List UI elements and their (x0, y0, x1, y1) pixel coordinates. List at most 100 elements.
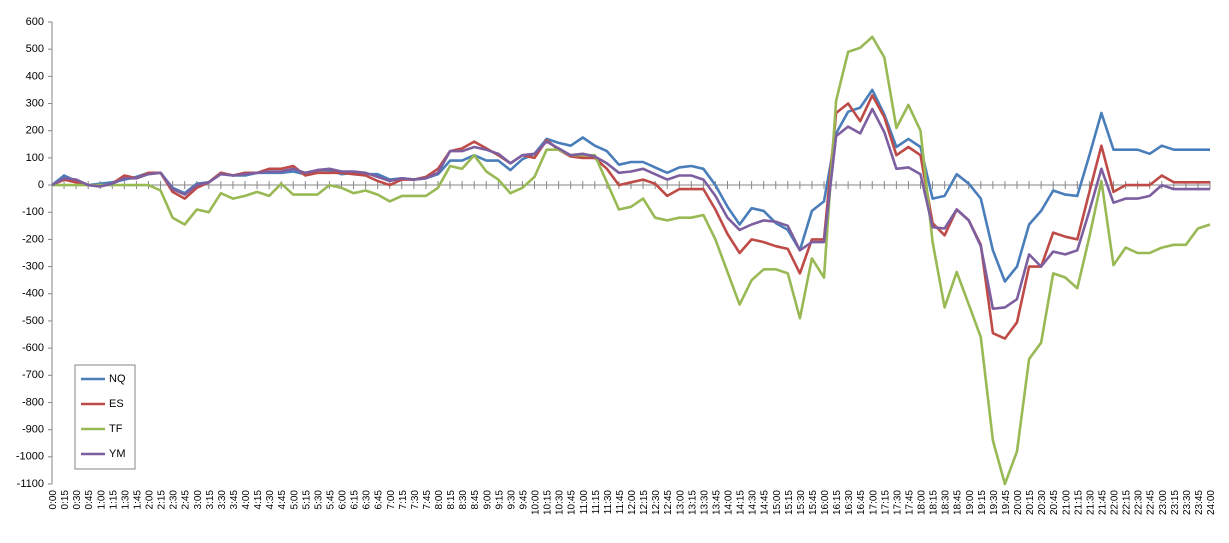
x-tick-label: 9:30 (506, 490, 517, 510)
x-tick-label: 15:30 (796, 490, 807, 515)
x-tick-label: 18:00 (917, 490, 928, 515)
y-tick-label: -300 (22, 260, 44, 272)
x-tick-label: 7:15 (398, 490, 409, 510)
legend-label: NQ (109, 373, 126, 385)
x-tick-label: 2:45 (181, 490, 192, 510)
x-tick-label: 0:15 (60, 490, 71, 510)
x-tick-label: 20:00 (1013, 490, 1024, 515)
x-tick-label: 7:45 (422, 490, 433, 510)
x-tick-label: 7:00 (386, 490, 397, 510)
x-tick-label: 11:00 (579, 490, 590, 515)
x-tick-label: 20:15 (1025, 490, 1036, 515)
legend-label: ES (109, 398, 124, 410)
x-tick-label: 4:30 (265, 490, 276, 510)
x-tick-label: 0:00 (48, 490, 59, 510)
x-tick-label: 9:45 (518, 490, 529, 510)
x-tick-label: 16:45 (856, 490, 867, 515)
x-tick-label: 23:00 (1158, 490, 1169, 515)
x-tick-label: 8:45 (470, 490, 481, 510)
y-tick-label: 200 (26, 125, 44, 137)
x-tick-label: 0:30 (72, 490, 83, 510)
x-tick-label: 5:45 (325, 490, 336, 510)
x-tick-label: 23:45 (1194, 490, 1205, 515)
x-tick-label: 13:45 (711, 490, 722, 515)
y-tick-label: -100 (22, 206, 44, 218)
y-tick-label: 400 (26, 70, 44, 82)
x-tick-label: 9:15 (494, 490, 505, 510)
x-tick-label: 8:30 (458, 490, 469, 510)
series-line (51, 107, 1210, 310)
x-tick-label: 24:00 (1206, 490, 1217, 515)
x-tick-label: 3:00 (193, 490, 204, 510)
x-tick-label: 18:30 (941, 490, 952, 515)
y-tick-label: -900 (22, 424, 44, 436)
x-tick-label: 11:45 (615, 490, 626, 515)
x-tick-label: 10:00 (531, 490, 542, 515)
x-tick-label: 5:15 (301, 490, 312, 510)
x-tick-label: 19:15 (977, 490, 988, 515)
x-tick-label: 23:15 (1170, 490, 1181, 515)
x-tick-label: 17:30 (892, 490, 903, 515)
y-tick-label: -700 (22, 369, 44, 381)
y-tick-label: -800 (22, 396, 44, 408)
x-tick-label: 19:45 (1001, 490, 1012, 515)
x-tick-label: 16:15 (832, 490, 843, 515)
x-tick-label: 13:30 (699, 490, 710, 515)
x-tick-label: 20:30 (1037, 490, 1048, 515)
x-tick-label: 10:45 (567, 490, 578, 515)
y-tick-label: -600 (22, 342, 44, 354)
series-line (51, 94, 1210, 340)
x-tick-label: 14:30 (748, 490, 759, 515)
x-tick-label: 18:45 (953, 490, 964, 515)
x-tick-label: 6:00 (338, 490, 349, 510)
y-tick-label: 0 (38, 179, 44, 191)
x-tick-label: 15:00 (772, 490, 783, 515)
x-tick-label: 21:00 (1061, 490, 1072, 515)
x-tick-label: 22:00 (1110, 490, 1121, 515)
x-tick-label: 8:15 (446, 490, 457, 510)
x-tick-label: 10:30 (555, 490, 566, 515)
y-tick-label: -1000 (16, 451, 44, 463)
x-tick-label: 22:30 (1134, 490, 1145, 515)
x-tick-label: 14:45 (760, 490, 771, 515)
x-tick-label: 15:45 (808, 490, 819, 515)
x-tick-label: 1:45 (132, 490, 143, 510)
x-tick-label: 2:30 (169, 490, 180, 510)
series-line (52, 35, 1211, 486)
x-tick-label: 4:00 (241, 490, 252, 510)
x-tick-label: 15:15 (784, 490, 795, 515)
x-tick-label: 23:30 (1182, 490, 1193, 515)
x-tick-label: 6:15 (350, 490, 361, 510)
x-tick-label: 4:15 (253, 490, 264, 510)
x-tick-label: 17:15 (880, 490, 891, 515)
x-tick-label: 13:00 (675, 490, 686, 515)
x-tick-label: 21:30 (1085, 490, 1096, 515)
legend-box (74, 364, 136, 470)
x-tick-label: 1:00 (96, 490, 107, 510)
x-tick-label: 12:45 (663, 490, 674, 515)
x-tick-label: 12:30 (651, 490, 662, 515)
x-tick-label: 1:15 (108, 490, 119, 510)
x-tick-label: 16:30 (844, 490, 855, 515)
x-tick-label: 22:15 (1122, 490, 1133, 515)
x-tick-label: 6:45 (374, 490, 385, 510)
y-tick-label: 100 (26, 152, 44, 164)
y-tick-label: -500 (22, 315, 44, 327)
y-tick-label: 300 (26, 97, 44, 109)
x-tick-label: 19:00 (965, 490, 976, 515)
x-tick-label: 9:00 (482, 490, 493, 510)
legend-label: TF (109, 423, 123, 435)
x-tick-label: 12:00 (627, 490, 638, 515)
legend-label: YM (109, 448, 126, 460)
y-tick-label: -1100 (17, 478, 44, 490)
x-tick-label: 6:30 (362, 490, 373, 510)
x-tick-label: 21:45 (1097, 490, 1108, 515)
x-tick-label: 2:00 (145, 490, 156, 510)
y-tick-label: -200 (22, 233, 44, 245)
x-tick-label: 2:15 (157, 490, 168, 510)
x-tick-label: 3:30 (217, 490, 228, 510)
x-tick-label: 21:15 (1073, 490, 1084, 515)
x-tick-label: 22:45 (1146, 490, 1157, 515)
x-tick-label: 5:30 (313, 490, 324, 510)
y-tick-label: 600 (26, 16, 44, 28)
